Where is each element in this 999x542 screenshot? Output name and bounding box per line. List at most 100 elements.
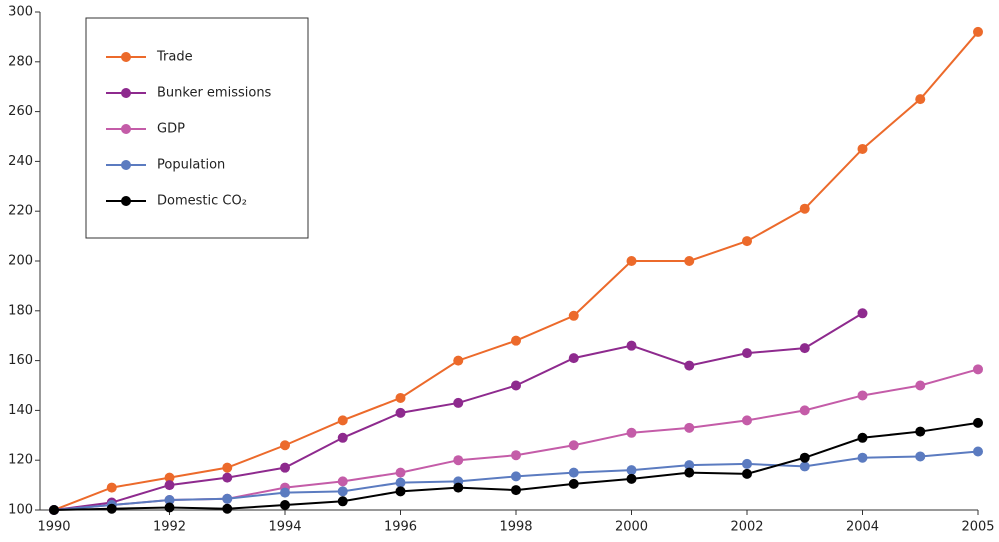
point	[222, 493, 233, 504]
point	[395, 467, 406, 478]
y-tick-label: 280	[8, 54, 33, 69]
point	[337, 486, 348, 497]
point	[857, 432, 868, 443]
legend-marker	[121, 88, 131, 98]
x-tick-label: 1994	[268, 520, 301, 535]
y-tick-label: 180	[8, 303, 33, 318]
x-tick-label: 1996	[384, 520, 417, 535]
point	[511, 335, 521, 346]
point	[973, 446, 983, 457]
point	[395, 407, 406, 418]
x-tick-label: 2000	[615, 520, 648, 535]
point	[164, 495, 175, 506]
point	[799, 405, 810, 416]
legend-marker	[121, 196, 131, 206]
point	[568, 353, 579, 364]
legend-label: GDP	[157, 122, 185, 137]
point	[511, 450, 521, 461]
point	[337, 496, 348, 507]
point	[742, 348, 752, 359]
point	[626, 473, 637, 484]
point	[222, 462, 233, 473]
y-tick-label: 200	[8, 254, 33, 269]
point	[395, 486, 406, 497]
point	[742, 468, 752, 479]
point	[453, 482, 464, 493]
point	[337, 432, 348, 443]
x-tick-label: 2004	[846, 520, 879, 535]
y-tick-label: 160	[8, 353, 33, 368]
legend-label: Trade	[156, 50, 193, 65]
point	[280, 500, 290, 511]
point	[915, 451, 926, 462]
point	[857, 390, 868, 401]
point	[511, 485, 521, 496]
point	[742, 415, 752, 426]
point	[222, 472, 233, 483]
y-tick-label: 120	[8, 453, 33, 468]
y-tick-label: 240	[8, 154, 33, 169]
point	[337, 415, 348, 426]
point	[511, 380, 521, 391]
legend-label: Bunker emissions	[157, 86, 272, 101]
point	[857, 452, 868, 463]
point	[684, 256, 695, 266]
point	[395, 392, 406, 403]
x-tick-label: 2005	[961, 520, 994, 535]
point	[626, 427, 637, 438]
point	[626, 340, 637, 351]
point	[799, 461, 810, 472]
point	[742, 236, 752, 247]
x-tick-label: 1998	[499, 520, 532, 535]
point	[799, 343, 810, 354]
point	[280, 440, 290, 451]
legend-label: Population	[157, 158, 225, 173]
point	[280, 487, 290, 498]
point	[337, 476, 348, 487]
point	[799, 452, 810, 463]
point	[857, 308, 868, 319]
point	[164, 480, 175, 491]
point	[280, 462, 290, 473]
y-tick-label: 220	[8, 204, 33, 219]
y-tick-label: 260	[8, 104, 33, 119]
x-tick-label: 1990	[37, 520, 70, 535]
point	[222, 503, 233, 514]
point	[568, 478, 579, 489]
point	[857, 143, 868, 154]
point	[915, 94, 926, 105]
point	[106, 482, 117, 493]
point	[973, 26, 983, 37]
legend-marker	[121, 124, 131, 134]
point	[395, 477, 406, 488]
point	[164, 472, 175, 483]
point	[453, 355, 464, 366]
point	[164, 502, 175, 513]
point	[453, 455, 464, 466]
legend-marker	[121, 52, 131, 62]
point	[453, 397, 464, 408]
point	[973, 417, 983, 428]
point	[568, 310, 579, 321]
y-tick-label: 300	[8, 5, 33, 20]
point	[626, 465, 637, 476]
point	[742, 458, 752, 469]
point	[684, 422, 695, 433]
point	[626, 256, 637, 266]
point	[799, 203, 810, 214]
point	[684, 467, 695, 478]
legend-label: Domestic CO₂	[157, 194, 247, 209]
y-tick-label: 100	[8, 503, 33, 518]
point	[915, 426, 926, 437]
point	[915, 380, 926, 391]
legend-marker	[121, 160, 131, 170]
x-tick-label: 1992	[153, 520, 186, 535]
x-tick-label: 2002	[730, 520, 763, 535]
point	[106, 503, 117, 514]
point	[684, 460, 695, 471]
point	[684, 360, 695, 371]
y-tick-label: 140	[8, 403, 33, 418]
point	[511, 471, 521, 482]
point	[973, 364, 983, 375]
